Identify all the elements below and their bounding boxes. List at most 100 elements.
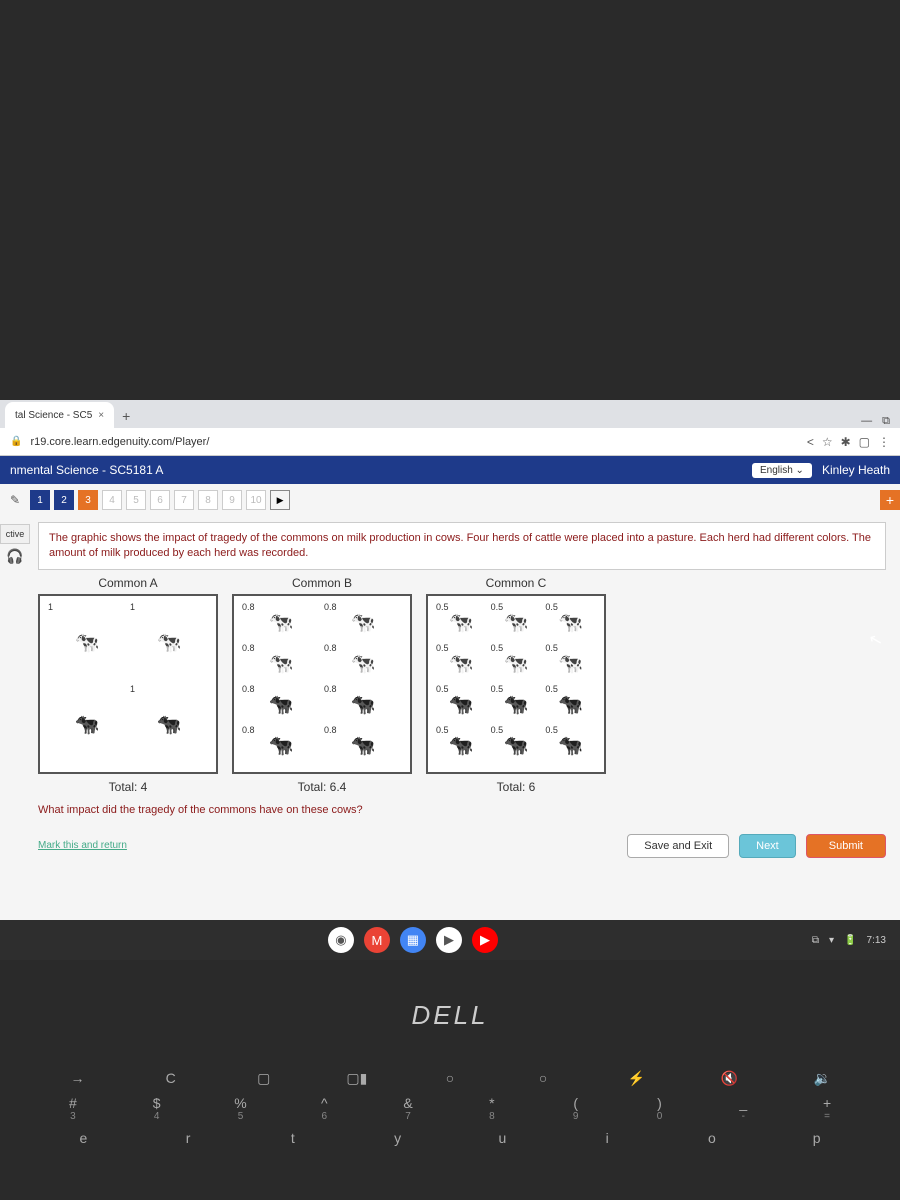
language-select[interactable]: English ⌄ (752, 463, 812, 478)
common-c-title: Common C (426, 576, 606, 590)
key: p (797, 1130, 837, 1146)
key: ^6 (304, 1095, 344, 1122)
side-tab[interactable]: ctive (0, 524, 30, 544)
key: += (807, 1095, 847, 1122)
battery-icon[interactable]: 🔋 (844, 935, 856, 946)
key: )0 (639, 1095, 679, 1122)
common-a-total: Total: 4 (38, 780, 218, 794)
question-6[interactable]: 6 (150, 490, 170, 510)
question-4[interactable]: 4 (102, 490, 122, 510)
star-icon[interactable]: ☆ (822, 435, 833, 449)
key: (9 (556, 1095, 596, 1122)
common-a-title: Common A (38, 576, 218, 590)
submit-button[interactable]: Submit (806, 834, 886, 858)
cow-cell: 0.5🐄 (543, 643, 598, 684)
key: i (587, 1130, 627, 1146)
cow-cell: 0.8🐄 (322, 725, 404, 766)
key: ⚡ (616, 1070, 656, 1087)
cow-cell: 0.5🐄 (543, 725, 598, 766)
question-3[interactable]: 3 (78, 490, 98, 510)
common-b: Common B 0.8🐄0.8🐄0.8🐄0.8🐄0.8🐄0.8🐄0.8🐄0.8… (232, 576, 412, 794)
taskbar-app[interactable]: M (364, 927, 390, 953)
key: ○ (430, 1070, 470, 1087)
cow-cell: 0.8🐄 (240, 684, 322, 725)
cow-cell: 0.8🐄 (322, 643, 404, 684)
taskbar-app[interactable]: ▶ (472, 927, 498, 953)
profile-icon[interactable]: ▢ (859, 435, 870, 449)
question-2[interactable]: 2 (54, 490, 74, 510)
key: C (151, 1070, 191, 1087)
key: ▢ (244, 1070, 284, 1087)
course-title: nmental Science - SC5181 A (10, 463, 752, 477)
cow-cell: 0.5🐄 (543, 602, 598, 643)
key: 🔉 (802, 1070, 842, 1087)
play-button[interactable]: ▶ (270, 490, 290, 510)
menu-icon[interactable]: ⋮ (878, 435, 890, 449)
next-button[interactable]: Next (739, 834, 796, 858)
key: ▢▮ (337, 1070, 377, 1087)
key: ○ (523, 1070, 563, 1087)
minimize-icon[interactable]: — (861, 415, 872, 428)
save-exit-button[interactable]: Save and Exit (627, 834, 729, 858)
question-9[interactable]: 9 (222, 490, 242, 510)
common-c-total: Total: 6 (426, 780, 606, 794)
close-icon[interactable]: × (98, 410, 104, 421)
tray-icon[interactable]: ⧉ (812, 935, 819, 946)
prompt-text: The graphic shows the impact of tragedy … (38, 522, 886, 570)
cow-cell: 0.5🐄 (489, 725, 544, 766)
cow-cell: 0.8🐄 (322, 602, 404, 643)
question-1[interactable]: 1 (30, 490, 50, 510)
cow-cell: 0.5🐄 (434, 643, 489, 684)
headphones-icon[interactable]: 🎧 (0, 548, 30, 565)
browser-tab[interactable]: tal Science - SC5 × (5, 402, 114, 428)
cow-cell: 0.5🐄 (489, 684, 544, 725)
question-10[interactable]: 10 (246, 490, 266, 510)
cow-cell: 1🐄 (128, 602, 210, 684)
cow-cell: 1🐄 (46, 602, 128, 684)
cow-cell: 🐄 (46, 684, 128, 766)
new-tab-button[interactable]: + (114, 404, 138, 428)
cow-cell: 0.8🐄 (322, 684, 404, 725)
common-c: Common C 0.5🐄0.5🐄0.5🐄0.5🐄0.5🐄0.5🐄0.5🐄0.5… (426, 576, 606, 794)
tab-title: tal Science - SC5 (15, 410, 92, 421)
key: #3 (53, 1095, 93, 1122)
question-nav: ✎ 12345678910 ▶ + (0, 484, 900, 516)
key: _- (723, 1095, 763, 1122)
question-8[interactable]: 8 (198, 490, 218, 510)
cow-cell: 1🐄 (128, 684, 210, 766)
wifi-icon[interactable]: ▾ (829, 935, 834, 946)
cow-cell: 0.5🐄 (434, 725, 489, 766)
mark-return-link[interactable]: Mark this and return (38, 840, 127, 851)
lock-icon: 🔒 (10, 436, 22, 447)
taskbar-app[interactable]: ▦ (400, 927, 426, 953)
keyboard: →C▢▢▮○○⚡🔇🔉 #3$4%5^6&7*8(9)0_-+= ertyuiop (20, 1070, 880, 1146)
course-header: nmental Science - SC5181 A English ⌄ Kin… (0, 456, 900, 484)
pencil-icon[interactable]: ✎ (10, 493, 20, 507)
cow-cell: 0.8🐄 (240, 725, 322, 766)
extension-icon[interactable]: ✱ (841, 435, 851, 449)
taskbar: ◉ M ▦ ▶ ▶ ⧉ ▾ 🔋 7:13 (0, 920, 900, 960)
key: 🔇 (709, 1070, 749, 1087)
taskbar-app[interactable]: ◉ (328, 927, 354, 953)
share-icon[interactable]: < (807, 435, 814, 449)
common-b-title: Common B (232, 576, 412, 590)
cow-cell: 0.5🐄 (543, 684, 598, 725)
browser-tabs: tal Science - SC5 × + — ⧉ (0, 400, 900, 428)
key: o (692, 1130, 732, 1146)
dell-logo: DELL (0, 1000, 900, 1031)
cow-cell: 0.8🐄 (240, 602, 322, 643)
taskbar-app[interactable]: ▶ (436, 927, 462, 953)
key: → (58, 1070, 98, 1087)
cow-cell: 0.5🐄 (489, 602, 544, 643)
question-7[interactable]: 7 (174, 490, 194, 510)
key: %5 (220, 1095, 260, 1122)
key: &7 (388, 1095, 428, 1122)
key: $4 (137, 1095, 177, 1122)
clock[interactable]: 7:13 (867, 935, 886, 946)
key: u (482, 1130, 522, 1146)
address-bar[interactable]: 🔒 r19.core.learn.edgenuity.com/Player/ <… (0, 428, 900, 456)
url-text: r19.core.learn.edgenuity.com/Player/ (30, 436, 798, 448)
question-5[interactable]: 5 (126, 490, 146, 510)
maximize-icon[interactable]: ⧉ (882, 415, 890, 428)
add-button[interactable]: + (880, 490, 900, 510)
